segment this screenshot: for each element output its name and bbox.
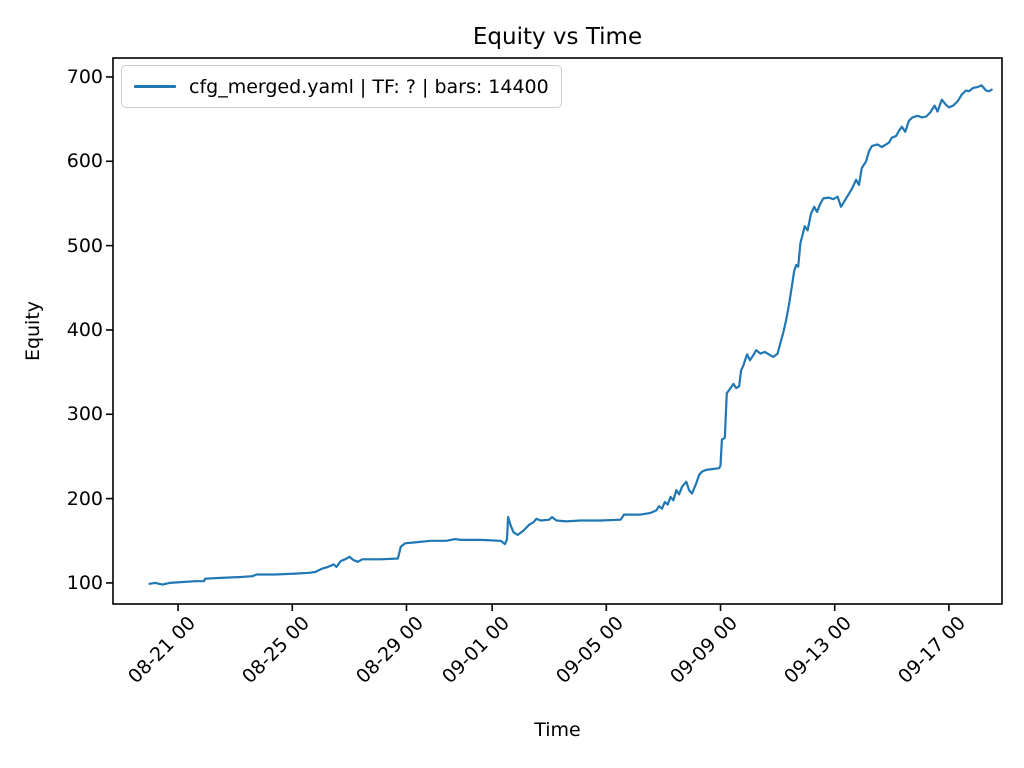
y-tick-label: 600 bbox=[66, 150, 103, 173]
y-tick-label: 100 bbox=[66, 571, 103, 594]
y-tick-label: 300 bbox=[66, 403, 103, 426]
y-tick-label: 400 bbox=[66, 318, 103, 341]
axes-frame bbox=[112, 57, 1003, 605]
y-tick-label: 500 bbox=[66, 234, 103, 257]
chart-title: Equity vs Time bbox=[472, 24, 643, 50]
equity-line bbox=[148, 84, 993, 586]
y-tick-label: 200 bbox=[66, 487, 103, 510]
y-tick-label: 700 bbox=[66, 65, 103, 88]
legend-line-swatch bbox=[134, 85, 176, 88]
legend: cfg_merged.yaml | TF: ? | bars: 14400 bbox=[121, 65, 562, 108]
x-axis-label: Time bbox=[534, 719, 581, 741]
legend-label: cfg_merged.yaml | TF: ? | bars: 14400 bbox=[189, 75, 549, 98]
